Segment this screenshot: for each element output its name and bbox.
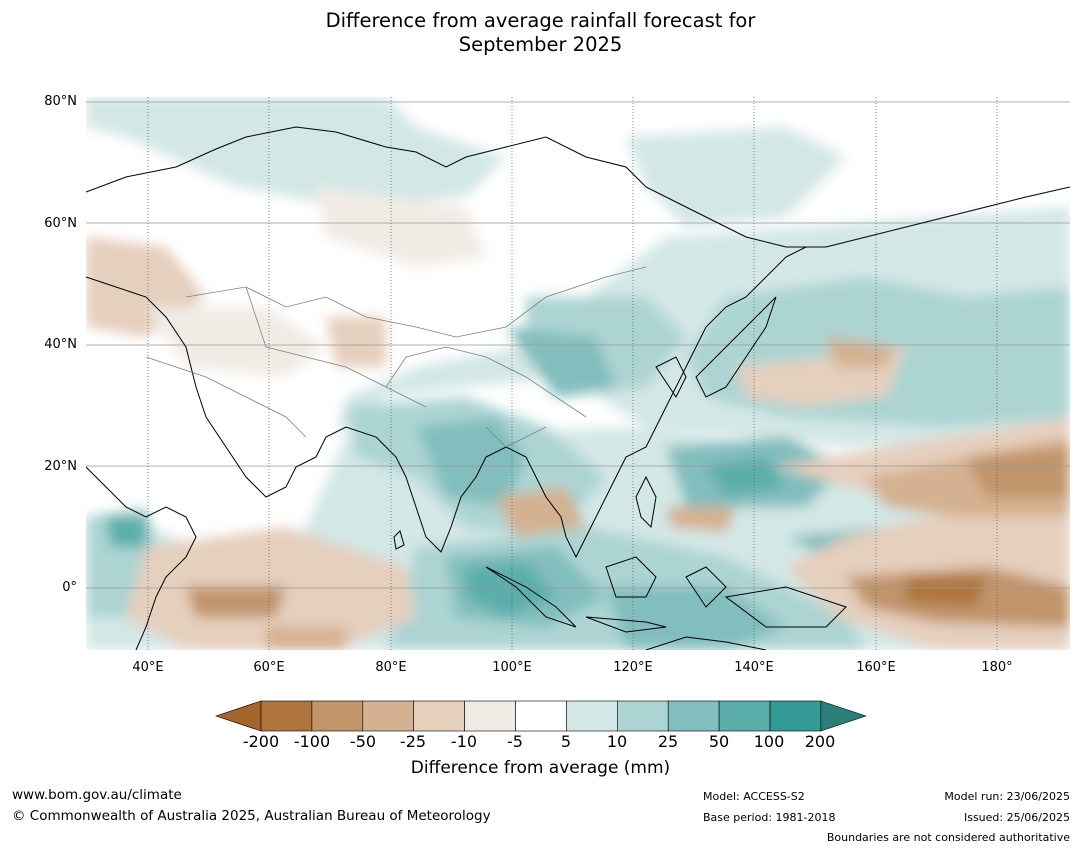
lon-label-40e: 40°E — [132, 660, 164, 675]
colorbar-cell — [413, 700, 465, 732]
lat-label-60n: 60°N — [44, 216, 77, 231]
lat-label-80n: 80°N — [44, 94, 77, 109]
colorbar-arrow-low — [215, 700, 262, 732]
colorbar-cell — [515, 700, 567, 732]
colorbar-cell — [769, 700, 822, 732]
lon-label-60e: 60°E — [253, 660, 285, 675]
footer-website: www.bom.gov.au/climate — [12, 787, 182, 803]
colorbar-cell — [311, 700, 364, 732]
colorbar-arrow-high — [820, 700, 867, 732]
colorbar-tick-50: 50 — [708, 732, 730, 751]
footer-base-period: Base period: 1981-2018 — [703, 811, 836, 824]
colorbar-cell — [464, 700, 516, 732]
country-borders — [145, 266, 647, 448]
title-line-1: Difference from average rainfall forecas… — [325, 9, 756, 32]
lon-label-100e: 100°E — [492, 660, 532, 675]
title-line-2: September 2025 — [458, 33, 623, 56]
lon-label-120e: 120°E — [613, 660, 653, 675]
colorbar-cell — [667, 700, 720, 732]
colorbar-tick-10: 10 — [606, 732, 628, 751]
colorbar-cell — [718, 700, 771, 732]
footer-disclaimer: Boundaries are not considered authoritat… — [826, 831, 1070, 844]
colorbar-tick-m5: -5 — [507, 732, 523, 751]
colorbar-tick-25: 25 — [657, 732, 679, 751]
lon-label-140e: 140°E — [734, 660, 774, 675]
colorbar-tick-m10: -10 — [450, 732, 478, 751]
colorbar-svg — [215, 700, 867, 732]
lat-label-0: 0° — [62, 580, 77, 595]
lat-label-40n: 40°N — [44, 337, 77, 352]
footer-issued: Issued: 25/06/2025 — [963, 811, 1070, 824]
rainfall-anomaly-map — [86, 97, 1070, 650]
colorbar-title: Difference from average (mm) — [410, 758, 671, 778]
footer-copyright: © Commonwealth of Australia 2025, Austra… — [12, 808, 491, 824]
map-svg — [86, 97, 1070, 650]
lon-label-80e: 80°E — [375, 660, 407, 675]
colorbar-tick-200: 200 — [804, 732, 836, 751]
colorbar-tick-m100: -100 — [293, 732, 331, 751]
colorbar-cell — [260, 700, 313, 732]
colorbar-tick-m50: -50 — [349, 732, 377, 751]
colorbar-tick-m200: -200 — [242, 732, 280, 751]
colorbar-cell — [362, 700, 415, 732]
map-gridlines — [86, 97, 1070, 650]
anomaly-shading — [86, 97, 1070, 650]
lat-label-20n: 20°N — [44, 459, 77, 474]
chart-title: Difference from average rainfall forecas… — [0, 9, 1081, 57]
footer-model-run: Model run: 23/06/2025 — [944, 790, 1070, 803]
colorbar-tick-100: 100 — [753, 732, 785, 751]
colorbar-tick-m25: -25 — [399, 732, 427, 751]
colorbar-tick-5: 5 — [560, 732, 572, 751]
footer-model: Model: ACCESS-S2 — [703, 790, 805, 803]
colorbar — [215, 700, 867, 732]
lon-label-180: 180° — [981, 660, 1013, 675]
coastlines — [86, 126, 1070, 650]
lon-label-160e: 160°E — [856, 660, 896, 675]
colorbar-cell — [566, 700, 618, 732]
colorbar-cell — [616, 700, 669, 732]
